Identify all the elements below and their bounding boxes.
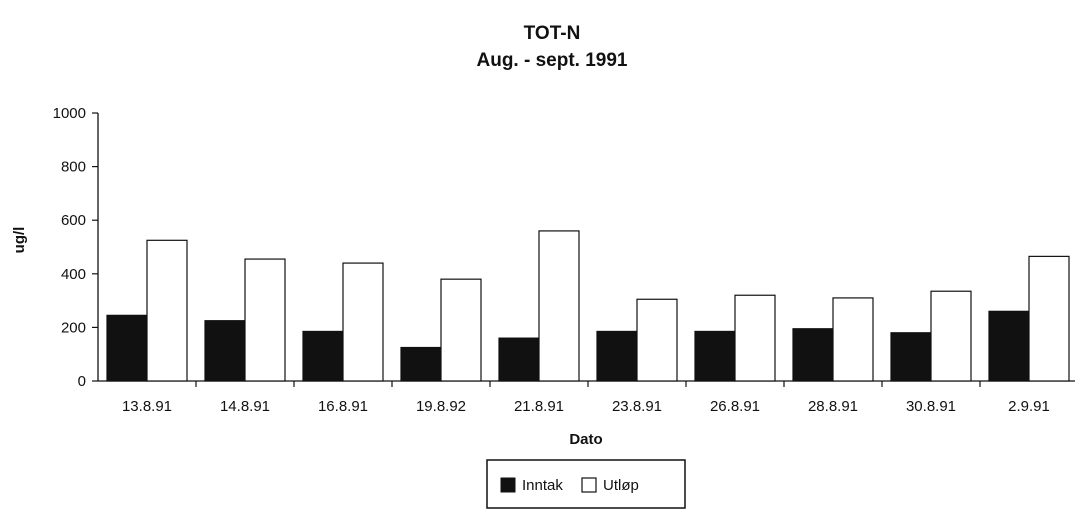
chart-title-group: TOT-N Aug. - sept. 1991 (477, 23, 628, 71)
x-tick-label: 23.8.91 (612, 398, 662, 415)
chart-subtitle: Aug. - sept. 1991 (477, 50, 628, 71)
chart-title: TOT-N (524, 23, 581, 44)
y-tick-label: 600 (61, 212, 86, 229)
legend: Inntak Utløp (486, 459, 686, 509)
bar-inntak (988, 310, 1030, 382)
x-tick-label: 26.8.91 (710, 398, 760, 415)
bar-utlop (1028, 255, 1070, 382)
y-tick-label: 200 (61, 319, 86, 336)
bar-inntak (400, 346, 442, 382)
bar-utlop (146, 239, 188, 382)
x-tick-label: 19.8.92 (416, 398, 466, 415)
bar-inntak (694, 330, 736, 382)
y-tick-label: 1000 (53, 105, 86, 122)
bar-inntak (890, 332, 932, 382)
bars (106, 230, 1070, 382)
y-tick-label: 400 (61, 266, 86, 283)
bar-utlop (734, 294, 776, 382)
bar-utlop (930, 290, 972, 382)
bar-inntak (792, 328, 834, 382)
bar-inntak (204, 320, 246, 382)
bar-inntak (302, 330, 344, 382)
bar-utlop (636, 298, 678, 382)
y-tick-label: 0 (78, 373, 86, 390)
x-tick-label: 30.8.91 (906, 398, 956, 415)
legend-label-inntak: Inntak (522, 477, 563, 494)
x-tick-label: 21.8.91 (514, 398, 564, 415)
y-axis-title: ug/l (11, 227, 28, 254)
bar-inntak (106, 314, 148, 382)
legend-swatch-utlop (581, 477, 597, 493)
bar-inntak (596, 330, 638, 382)
legend-label-utlop: Utløp (603, 477, 639, 494)
x-tick-label: 2.9.91 (1008, 398, 1050, 415)
bar-utlop (440, 278, 482, 382)
bar-utlop (342, 262, 384, 382)
x-tick-label: 28.8.91 (808, 398, 858, 415)
x-tick-label: 13.8.91 (122, 398, 172, 415)
bar-utlop (538, 230, 580, 382)
x-axis: 13.8.91 14.8.91 16.8.91 19.8.92 21.8.91 23.8.… (98, 380, 1075, 415)
x-tick-label: 16.8.91 (318, 398, 368, 415)
y-tick-label: 800 (61, 159, 86, 176)
bar-utlop (832, 297, 874, 382)
legend-swatch-inntak (500, 477, 516, 493)
bar-inntak (498, 337, 540, 382)
x-tick-label: 14.8.91 (220, 398, 270, 415)
y-axis: 0 200 400 600 800 1000 (53, 105, 99, 390)
x-axis-title: Dato (569, 431, 602, 448)
bar-utlop (244, 258, 286, 382)
